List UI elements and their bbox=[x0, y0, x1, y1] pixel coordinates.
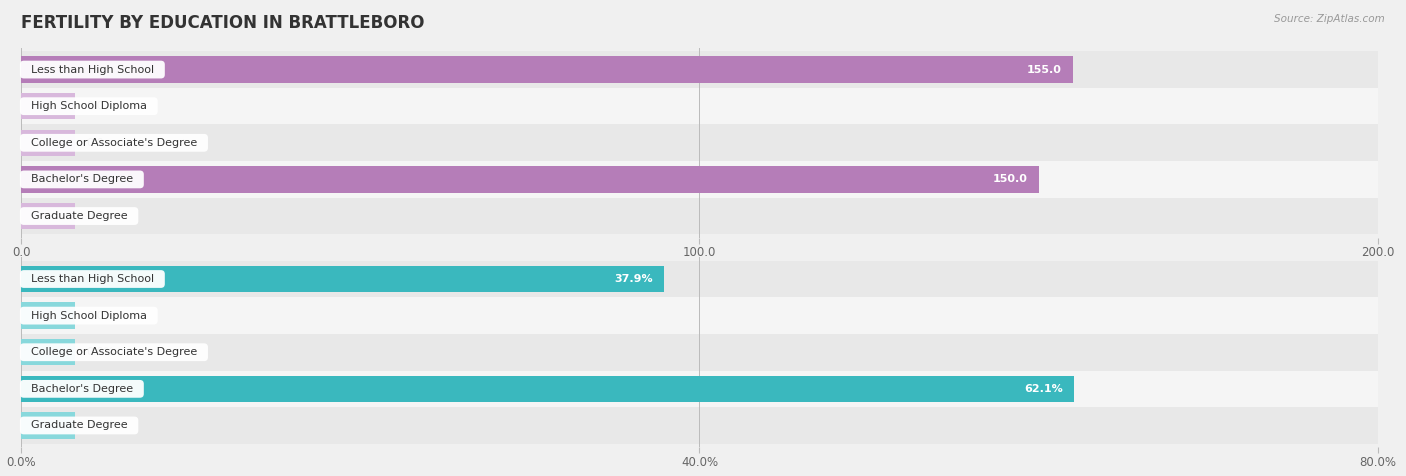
Bar bbox=[21, 376, 1074, 402]
Bar bbox=[21, 203, 76, 229]
Bar bbox=[21, 125, 1378, 161]
Bar bbox=[21, 266, 664, 292]
Text: 0.0%: 0.0% bbox=[86, 347, 114, 357]
Text: Source: ZipAtlas.com: Source: ZipAtlas.com bbox=[1274, 14, 1385, 24]
Bar bbox=[21, 166, 1039, 193]
Bar bbox=[21, 334, 1378, 370]
Text: Graduate Degree: Graduate Degree bbox=[24, 420, 135, 430]
Bar bbox=[21, 93, 76, 119]
Text: Less than High School: Less than High School bbox=[24, 274, 160, 284]
Text: 62.1%: 62.1% bbox=[1025, 384, 1063, 394]
Text: 0.0%: 0.0% bbox=[86, 420, 114, 430]
Text: 150.0: 150.0 bbox=[993, 174, 1028, 184]
Text: College or Associate's Degree: College or Associate's Degree bbox=[24, 347, 204, 357]
Bar bbox=[21, 298, 1378, 334]
Bar bbox=[21, 88, 1378, 125]
Text: Less than High School: Less than High School bbox=[24, 65, 160, 75]
Bar bbox=[21, 261, 1378, 298]
Bar bbox=[21, 198, 1378, 234]
Text: Graduate Degree: Graduate Degree bbox=[24, 211, 135, 221]
Text: Bachelor's Degree: Bachelor's Degree bbox=[24, 384, 141, 394]
Bar bbox=[21, 129, 76, 156]
Text: 0.0: 0.0 bbox=[86, 211, 104, 221]
Text: High School Diploma: High School Diploma bbox=[24, 101, 153, 111]
Bar bbox=[21, 412, 76, 439]
Text: College or Associate's Degree: College or Associate's Degree bbox=[24, 138, 204, 148]
Text: 155.0: 155.0 bbox=[1026, 65, 1062, 75]
Text: 0.0: 0.0 bbox=[86, 138, 104, 148]
Text: 37.9%: 37.9% bbox=[614, 274, 652, 284]
Text: 0.0%: 0.0% bbox=[86, 311, 114, 321]
Bar bbox=[21, 161, 1378, 198]
Bar bbox=[21, 370, 1378, 407]
Bar bbox=[21, 407, 1378, 444]
Text: Bachelor's Degree: Bachelor's Degree bbox=[24, 174, 141, 184]
Text: 0.0: 0.0 bbox=[86, 101, 104, 111]
Bar bbox=[21, 302, 76, 329]
Text: High School Diploma: High School Diploma bbox=[24, 311, 153, 321]
Bar bbox=[21, 56, 1073, 83]
Text: FERTILITY BY EDUCATION IN BRATTLEBORO: FERTILITY BY EDUCATION IN BRATTLEBORO bbox=[21, 14, 425, 32]
Bar bbox=[21, 51, 1378, 88]
Bar bbox=[21, 339, 76, 366]
